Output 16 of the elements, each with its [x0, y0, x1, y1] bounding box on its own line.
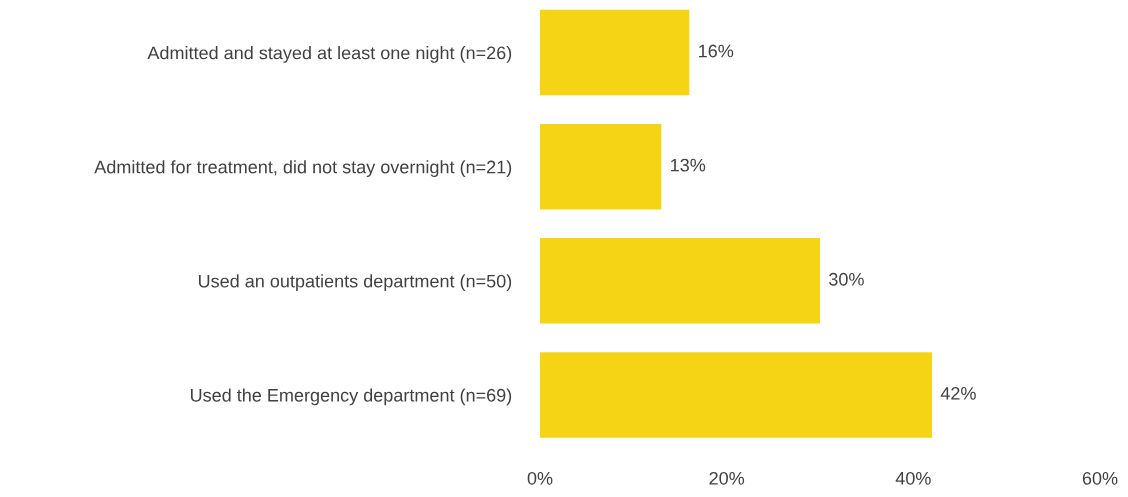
y-tick-label: Admitted and stayed at least one night (n=26) [147, 46, 512, 63]
x-tick-label: 60% [1082, 471, 1118, 485]
data-label: 16% [699, 44, 734, 58]
bar [540, 352, 932, 438]
y-tick-label: Admitted for treatment, did not stay overnight (n=21) [94, 160, 512, 177]
x-tick-label: 0% [527, 471, 553, 485]
x-tick-label: 20% [709, 471, 745, 485]
y-tick-label: Used an outpatients department (n=50) [198, 274, 512, 292]
bar [540, 238, 820, 324]
data-label: 13% [671, 158, 706, 172]
data-label: 30% [829, 272, 864, 286]
bar [540, 123, 662, 210]
x-tick-label: 40% [895, 471, 931, 485]
data-label: 42% [940, 387, 976, 400]
y-tick-label: Used the Emergency department (n=69) [190, 388, 512, 406]
bar [540, 9, 690, 96]
